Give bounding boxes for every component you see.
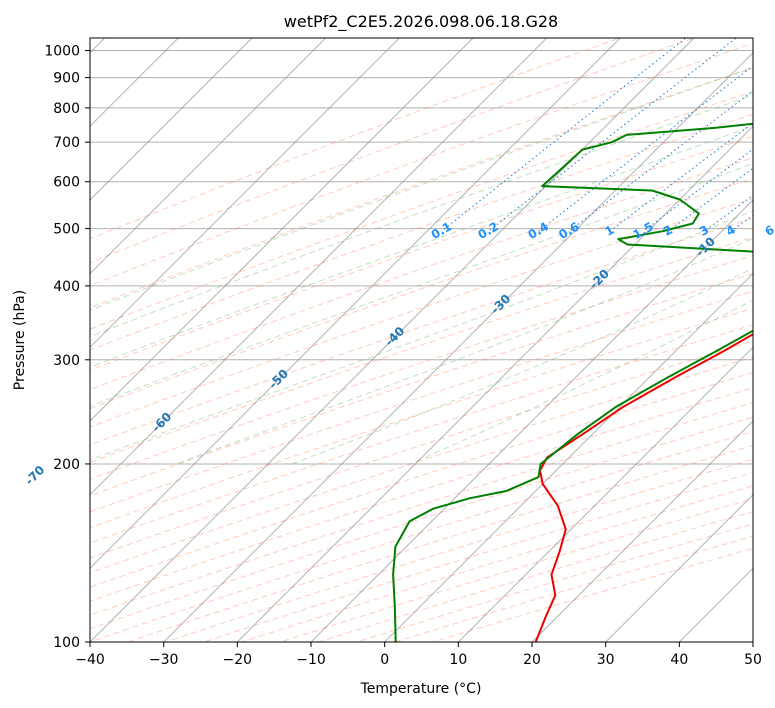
y-tick-label: 500 (53, 222, 80, 238)
dry-adiabat (90, 236, 753, 463)
mixing-ratio-line (643, 148, 753, 232)
isotherm-line (90, 38, 622, 570)
profile-lines (392, 122, 753, 642)
moist-adiabat (90, 66, 753, 311)
dry-adiabat (90, 307, 753, 529)
x-tick-label: −10 (296, 652, 326, 668)
isotherm-line (90, 38, 327, 275)
moist-adiabat (291, 267, 753, 465)
plot-area (90, 38, 753, 642)
x-tick-label: −30 (149, 652, 179, 668)
dry-adiabat (90, 387, 753, 602)
isotherm-line (310, 199, 753, 642)
y-axis-title: Pressure (hPa) (12, 290, 28, 390)
dry-adiabat (90, 157, 753, 391)
chart-title: wetPf2_C2E5.2026.098.06.18.G28 (284, 12, 558, 32)
y-tick-label: 700 (53, 135, 80, 151)
dry-adiabat (90, 217, 753, 446)
y-tick-label: 800 (53, 101, 80, 117)
dry-adiabat (90, 38, 622, 240)
x-axis-ticks: −40 −30 −20 −10 0 10 20 30 40 50 (75, 642, 762, 668)
dry-adiabat (90, 42, 753, 287)
isotherm-line (162, 51, 753, 642)
isotherm-line (90, 38, 253, 201)
isotherm-line (457, 346, 753, 642)
x-tick-label: 0 (380, 652, 389, 668)
mixing-ratio-line (441, 38, 687, 232)
dry-adiabat (90, 113, 753, 351)
dry-adiabat (90, 135, 753, 371)
isotherm-line (90, 38, 548, 496)
y-tick-label: 1000 (44, 44, 80, 60)
isotherm-line (383, 272, 753, 642)
x-tick-label: 10 (449, 652, 467, 668)
isotherm-line (531, 420, 753, 642)
x-tick-label: 30 (597, 652, 615, 668)
mixing-ratio-line (568, 90, 753, 232)
moist-adiabat (175, 237, 753, 465)
background-lines (90, 38, 753, 642)
moist-adiabat (90, 163, 753, 407)
plot-frame (89, 37, 754, 643)
dry-adiabat (90, 272, 753, 497)
y-axis-ticks: 100 200 300 400 500 600 700 800 900 1000 (44, 44, 90, 651)
x-tick-label: 20 (523, 652, 541, 668)
dry-adiabat (90, 90, 753, 330)
y-tick-label: 400 (53, 279, 80, 295)
dry-adiabat (90, 356, 753, 574)
mixing-ratio-line (538, 65, 753, 232)
x-axis-title: Temperature (°C) (360, 681, 482, 697)
x-tick-label: −40 (75, 652, 105, 668)
y-tick-label: 900 (53, 71, 80, 87)
isotherm-line (90, 38, 695, 642)
isotherm-line (90, 38, 474, 422)
temperature-profile-line (534, 333, 753, 642)
y-tick-label: 100 (53, 635, 80, 651)
y-tick-label: 300 (53, 353, 80, 369)
moist-adiabat (90, 125, 753, 368)
isotherm-line (236, 125, 753, 642)
dewpoint-profile-line (392, 122, 753, 642)
x-tick-label: 40 (670, 652, 688, 668)
isotherm-line (604, 493, 753, 642)
x-tick-label: −20 (223, 652, 253, 668)
dry-adiabat (90, 324, 753, 544)
y-tick-label: 200 (53, 457, 80, 473)
isotherm-line (90, 38, 401, 349)
dry-adiabat (90, 67, 753, 309)
x-tick-label: 50 (744, 652, 762, 668)
y-tick-label: 600 (53, 175, 80, 191)
